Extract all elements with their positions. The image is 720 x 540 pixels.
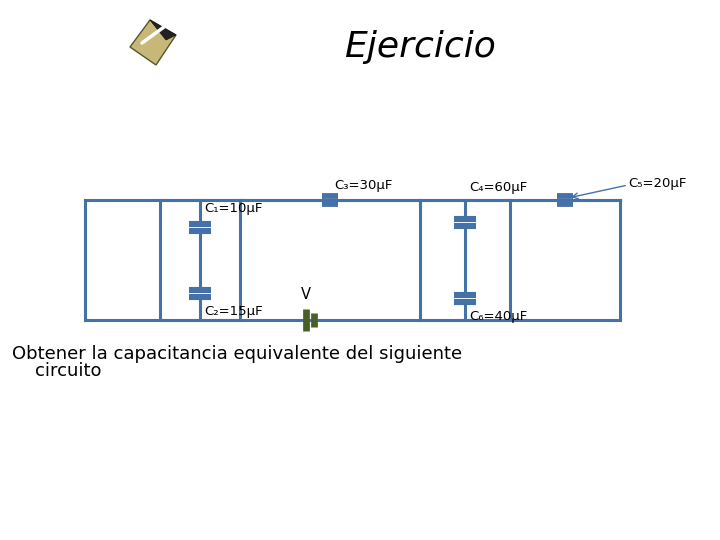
- Text: V: V: [301, 287, 311, 302]
- Text: C₅=20μF: C₅=20μF: [628, 177, 686, 190]
- Text: Obtener la capacitancia equivalente del siguiente: Obtener la capacitancia equivalente del …: [12, 345, 462, 363]
- Polygon shape: [130, 20, 176, 65]
- Polygon shape: [150, 20, 176, 40]
- Text: C₃=30μF: C₃=30μF: [334, 179, 392, 192]
- Text: C₁=10μF: C₁=10μF: [204, 202, 262, 215]
- Text: C₂=15μF: C₂=15μF: [204, 305, 263, 318]
- Text: circuito: circuito: [12, 362, 102, 380]
- Text: C₄=60μF: C₄=60μF: [469, 181, 527, 194]
- Text: C₆=40μF: C₆=40μF: [469, 310, 527, 323]
- Text: Ejercicio: Ejercicio: [344, 30, 496, 64]
